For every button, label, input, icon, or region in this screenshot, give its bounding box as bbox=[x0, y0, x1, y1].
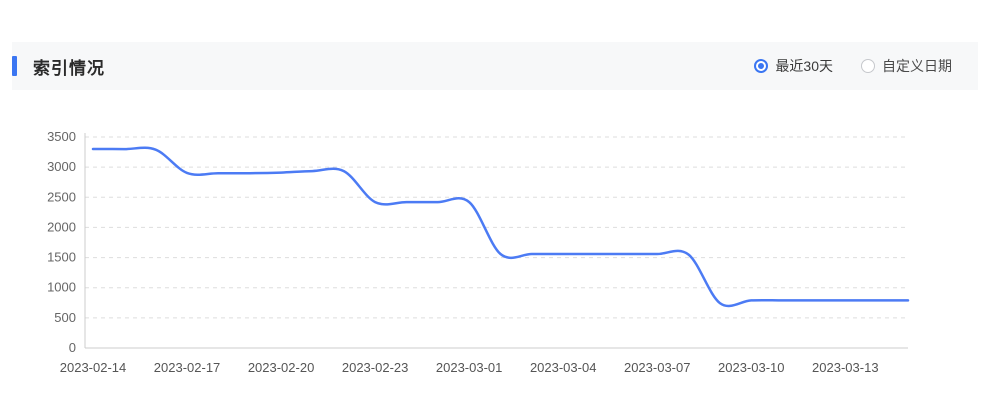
radio-recent-30-days[interactable]: 最近30天 bbox=[754, 56, 833, 76]
y-axis-tick-label: 2500 bbox=[47, 189, 76, 204]
y-axis-tick-label: 500 bbox=[54, 310, 76, 325]
y-axis-tick-label: 3500 bbox=[47, 129, 76, 144]
radio-selected-icon[interactable] bbox=[754, 59, 769, 73]
panel-header: 索引情况 最近30天 自定义日期 bbox=[12, 42, 978, 90]
radio-unselected-icon[interactable] bbox=[861, 59, 875, 73]
title-accent-bar bbox=[12, 56, 17, 76]
y-axis-tick-label: 1500 bbox=[47, 250, 76, 265]
x-axis-tick-label: 2023-03-01 bbox=[436, 360, 503, 375]
radio-custom-date-label: 自定义日期 bbox=[882, 58, 952, 74]
page-title: 索引情况 bbox=[33, 58, 105, 78]
x-axis-tick-label: 2023-03-13 bbox=[812, 360, 879, 375]
series-line bbox=[91, 146, 910, 308]
x-axis-tick-label: 2023-02-14 bbox=[60, 360, 127, 375]
x-axis-tick-label: 2023-02-20 bbox=[248, 360, 315, 375]
x-axis-tick-label: 2023-02-17 bbox=[154, 360, 221, 375]
y-axis-tick-label: 3000 bbox=[47, 159, 76, 174]
date-range-radio-group: 最近30天 自定义日期 bbox=[726, 56, 952, 76]
y-axis-tick-label: 0 bbox=[69, 340, 76, 355]
y-axis-tick-label: 1000 bbox=[47, 280, 76, 295]
y-axis-tick-label: 2000 bbox=[47, 219, 76, 234]
radio-custom-date[interactable]: 自定义日期 bbox=[861, 56, 952, 76]
x-axis-tick-label: 2023-03-04 bbox=[530, 360, 597, 375]
radio-recent-30-days-label: 最近30天 bbox=[775, 58, 833, 74]
x-axis-tick-label: 2023-03-07 bbox=[624, 360, 691, 375]
x-axis-tick-label: 2023-02-23 bbox=[342, 360, 409, 375]
x-axis-tick-label: 2023-03-10 bbox=[718, 360, 785, 375]
